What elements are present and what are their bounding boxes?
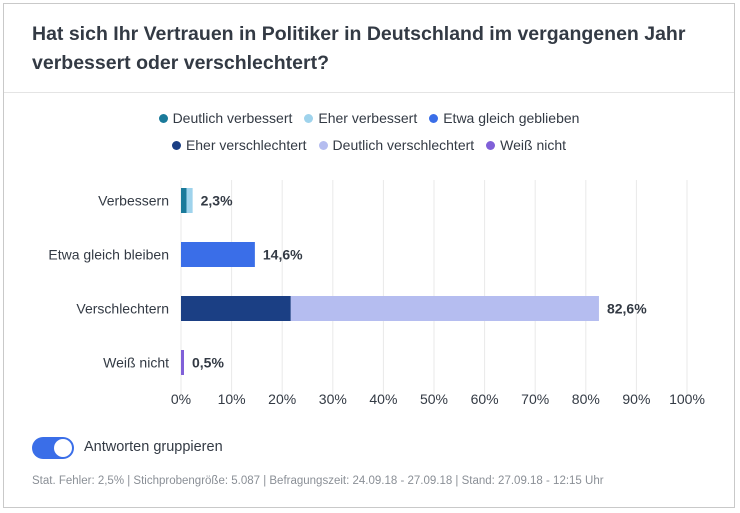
x-tick-label: 0% <box>171 391 191 407</box>
legend-item-deutlich-verbessert[interactable]: Deutlich verbessert <box>158 110 293 126</box>
legend-item-eher-verbessert[interactable]: Eher verbessert <box>304 110 417 126</box>
bar-value-label: 82,6% <box>607 301 647 317</box>
x-tick-label: 70% <box>521 391 549 407</box>
x-tick-label: 30% <box>319 391 347 407</box>
x-tick-label: 100% <box>669 391 705 407</box>
legend-dot-icon <box>171 140 181 150</box>
bar-segment[interactable] <box>290 296 599 321</box>
bar-value-label: 0,5% <box>192 355 224 371</box>
legend-dot-icon <box>429 113 439 123</box>
legend-row-2: Eher verschlechtert Deutlich verschlecht… <box>4 137 734 153</box>
legend-label: Eher verbessert <box>318 110 418 126</box>
x-tick-label: 60% <box>471 391 499 407</box>
bar-value-label: 14,6% <box>263 247 303 263</box>
legend-row-1: Deutlich verbessert Eher verbessert Etwa… <box>4 110 734 126</box>
x-tick-label: 40% <box>369 391 397 407</box>
group-answers-toggle[interactable] <box>32 437 74 459</box>
bar-segment[interactable] <box>181 188 187 213</box>
chart-card: Hat sich Ihr Vertrauen in Politiker in D… <box>3 3 735 508</box>
legend-item-deutlich-verschlechtert[interactable]: Deutlich verschlechtert <box>318 137 475 153</box>
legend-dot-icon <box>318 140 328 150</box>
bar-chart: 0% 10% 20% 30% 40% 50% 60% 70% 80% 90% 100% Verbess… <box>48 180 705 407</box>
bar-segment[interactable] <box>181 296 291 321</box>
chart-title: Hat sich Ihr Vertrauen in Politiker in D… <box>32 23 686 74</box>
legend-label: Deutlich verbessert <box>172 110 293 126</box>
x-tick-label: 90% <box>622 391 650 407</box>
legend-label: Eher verschlechtert <box>185 137 307 153</box>
legend-dot-icon <box>486 140 496 150</box>
x-tick-label: 50% <box>420 391 448 407</box>
toggle-label: Antworten gruppieren <box>84 439 223 455</box>
bar-segment[interactable] <box>186 188 193 213</box>
title-divider <box>4 92 734 93</box>
category-label: Verschlechtern <box>76 301 169 317</box>
category-label: Weiß nicht <box>103 355 169 371</box>
x-tick-label: 20% <box>268 391 296 407</box>
category-label: Verbessern <box>98 193 169 209</box>
legend-label: Etwa gleich geblieben <box>443 110 580 126</box>
bar-segment[interactable] <box>181 350 184 375</box>
category-label: Etwa gleich bleiben <box>48 247 169 263</box>
toggle-knob <box>54 439 72 457</box>
legend-item-etwa-gleich-geblieben[interactable]: Etwa gleich geblieben <box>429 110 579 126</box>
x-tick-label: 10% <box>218 391 246 407</box>
legend-label: Weiß nicht <box>500 137 567 153</box>
legend-label: Deutlich verschlechtert <box>332 137 475 153</box>
footer-meta: Stat. Fehler: 2,5% | Stichprobengröße: 5… <box>32 475 604 487</box>
x-tick-label: 80% <box>572 391 600 407</box>
legend-item-eher-verschlechtert[interactable]: Eher verschlechtert <box>171 137 307 153</box>
legend-dot-icon <box>158 113 168 123</box>
legend-item-weiss-nicht[interactable]: Weiß nicht <box>486 137 566 153</box>
legend-dot-icon <box>304 113 314 123</box>
bar-value-label: 2,3% <box>201 193 233 209</box>
bar-segment[interactable] <box>181 242 255 267</box>
